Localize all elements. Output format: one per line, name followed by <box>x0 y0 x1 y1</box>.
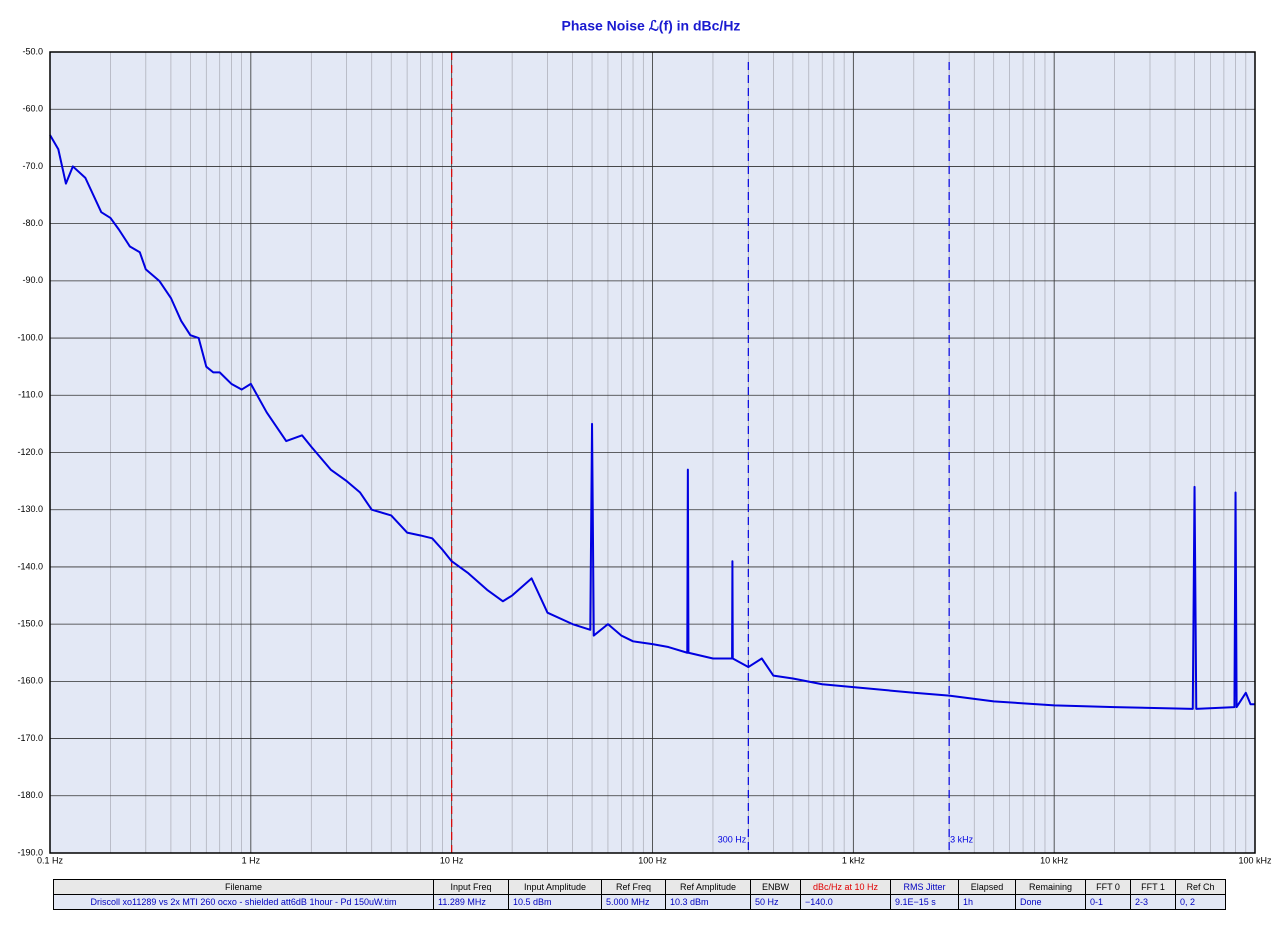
y-tick-label: -50.0 <box>22 46 43 56</box>
x-tick-label: 10 kHz <box>1040 855 1069 865</box>
data-line <box>49 134 1255 710</box>
y-tick-label: -190.0 <box>17 847 43 857</box>
table-cell: 11.289 MHz <box>433 894 509 910</box>
column-header: FFT 0 <box>1085 879 1131 895</box>
table-cell: 10.3 dBm <box>665 894 751 910</box>
table-cell: 10.5 dBm <box>508 894 602 910</box>
marker-label: 300 Hz <box>718 834 747 844</box>
y-tick-label: -180.0 <box>17 790 43 800</box>
column-header: RMS Jitter <box>890 879 959 895</box>
y-tick-label: -150.0 <box>17 619 43 629</box>
chart-title: Phase Noise ℒ(f) in dBc/Hz <box>562 18 741 34</box>
data-row: Driscoll xo11289 vs 2x MTI 260 ocxo - sh… <box>53 894 1226 910</box>
column-header: Input Amplitude <box>508 879 602 895</box>
table-cell: 0, 2 <box>1175 894 1226 910</box>
x-tick-label: 100 kHz <box>1238 855 1272 865</box>
table-cell: 50 Hz <box>750 894 801 910</box>
y-tick-label: -60.0 <box>22 104 43 114</box>
column-header: dBc/Hz at 10 Hz <box>800 879 891 895</box>
y-tick-label: -120.0 <box>17 447 43 457</box>
y-tick-label: -90.0 <box>22 275 43 285</box>
table-cell: −140.0 <box>800 894 891 910</box>
y-tick-label: -170.0 <box>17 733 43 743</box>
header-row: Filename Input Freq Input Amplitude Ref Fre… <box>53 879 1226 895</box>
table-cell: Done <box>1015 894 1086 910</box>
column-header: Elapsed <box>958 879 1016 895</box>
column-header: ENBW <box>750 879 801 895</box>
chart: Phase Noise ℒ(f) in dBc/Hz -50.0 -60.0 -70… <box>17 18 1272 866</box>
plot-border <box>49 51 1256 854</box>
marker-label: 3 kHz <box>950 834 974 844</box>
y-tick-label: -130.0 <box>17 504 43 514</box>
column-header: Input Freq <box>433 879 509 895</box>
column-header: FFT 1 <box>1130 879 1176 895</box>
x-tick-label: 100 Hz <box>638 855 667 865</box>
y-tick-label: -140.0 <box>17 561 43 571</box>
table-cell: 2-3 <box>1130 894 1176 910</box>
x-tick-label: 1 kHz <box>842 855 866 865</box>
column-header: Ref Amplitude <box>665 879 751 895</box>
y-tick-label: -160.0 <box>17 676 43 686</box>
y-tick-label: -70.0 <box>22 161 43 171</box>
table-cell: 5.000 MHz <box>601 894 666 910</box>
column-header: Ref Ch <box>1175 879 1226 895</box>
table-cell: 9.1E−15 s <box>890 894 959 910</box>
x-tick-label: 0.1 Hz <box>37 855 64 865</box>
table-cell: Driscoll xo11289 vs 2x MTI 260 ocxo - sh… <box>53 894 434 910</box>
column-header: Remaining <box>1015 879 1086 895</box>
y-tick-label: -80.0 <box>22 218 43 228</box>
column-header: Filename <box>53 879 434 895</box>
y-tick-label: -110.0 <box>18 390 43 400</box>
y-tick-label: -100.0 <box>17 332 43 342</box>
info-table: Filename Input Freq Input Amplitude Ref Fre… <box>53 879 1226 910</box>
table-cell: 0-1 <box>1085 894 1131 910</box>
column-header: Ref Freq <box>601 879 666 895</box>
table-cell: 1h <box>958 894 1016 910</box>
x-tick-label: 1 Hz <box>242 855 261 865</box>
x-tick-label: 10 Hz <box>440 855 464 865</box>
